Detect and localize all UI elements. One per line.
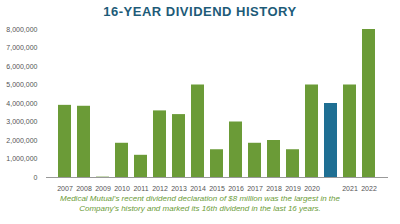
svg-text:2014: 2014 xyxy=(190,185,206,192)
svg-text:1,000,000: 1,000,000 xyxy=(6,155,37,162)
svg-text:2013: 2013 xyxy=(171,185,187,192)
svg-text:2008: 2008 xyxy=(76,185,92,192)
svg-text:0: 0 xyxy=(34,174,38,181)
svg-text:2022: 2022 xyxy=(361,185,377,192)
svg-text:3,000,000: 3,000,000 xyxy=(6,118,37,125)
svg-text:2016: 2016 xyxy=(228,185,244,192)
svg-text:2,000,000: 2,000,000 xyxy=(6,137,37,144)
svg-text:2019: 2019 xyxy=(285,185,301,192)
svg-text:2007: 2007 xyxy=(57,185,73,192)
svg-text:6,000,000: 6,000,000 xyxy=(6,63,37,70)
html-text:Medical Mutual's recent divide: Medical Mutual's recent dividend declara… xyxy=(60,194,340,213)
svg-text:2012: 2012 xyxy=(152,185,168,192)
svg-text:2010: 2010 xyxy=(114,185,130,192)
svg-text:2021: 2021 xyxy=(342,185,358,192)
svg-text:2015: 2015 xyxy=(209,185,225,192)
svg-text:4,000,000: 4,000,000 xyxy=(6,100,37,107)
svg-text:2020: 2020 xyxy=(304,185,320,192)
svg-text:2018: 2018 xyxy=(266,185,282,192)
svg-text:2017: 2017 xyxy=(247,185,263,192)
svg-text:5,000,000: 5,000,000 xyxy=(6,81,37,88)
svg-text:8,000,000: 8,000,000 xyxy=(6,26,37,33)
svg-text:2011: 2011 xyxy=(133,185,148,192)
svg-text:2009: 2009 xyxy=(95,185,111,192)
html-text:16-YEAR DIVIDEND HISTORY: 16-YEAR DIVIDEND HISTORY xyxy=(103,4,297,19)
svg-text:7,000,000: 7,000,000 xyxy=(6,44,37,51)
